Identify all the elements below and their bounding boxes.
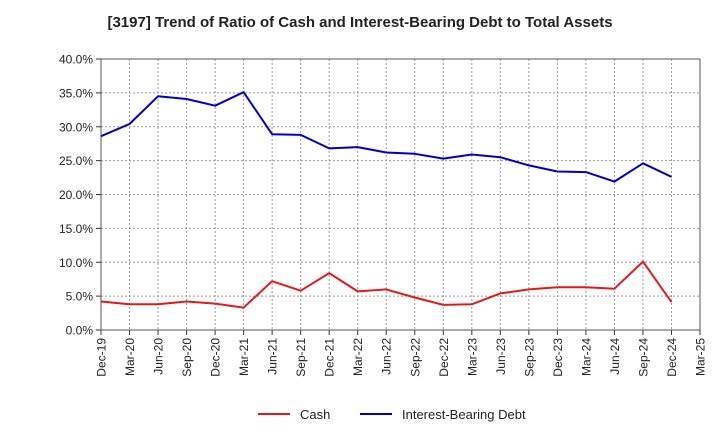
- x-tick-label: Jun-21: [266, 338, 280, 375]
- y-tick-label: 15.0%: [59, 222, 93, 236]
- x-tick-label: Dec-23: [551, 338, 565, 377]
- y-tick-label: 25.0%: [59, 154, 93, 168]
- legend-label-cash: Cash: [300, 407, 330, 422]
- x-tick-label: Mar-21: [237, 338, 251, 376]
- y-tick-label: 5.0%: [66, 290, 94, 304]
- x-tick-label: Mar-23: [465, 338, 479, 376]
- x-tick-label: Dec-22: [437, 338, 451, 377]
- x-tick-label: Dec-24: [665, 338, 679, 377]
- y-tick-label: 0.0%: [66, 324, 94, 338]
- x-tick-label: Dec-19: [95, 338, 109, 377]
- x-tick-label: Sep-23: [522, 338, 536, 377]
- series-line-cash: [100, 260, 673, 309]
- x-tick-label: Mar-22: [351, 338, 365, 376]
- y-tick-label: 35.0%: [59, 86, 93, 100]
- x-tick-label: Jun-22: [380, 338, 394, 375]
- series-line-interest-bearing-debt: [100, 91, 672, 183]
- plot-area: [101, 59, 700, 330]
- y-tick-label: 10.0%: [59, 256, 93, 270]
- x-tick-label: Jun-24: [608, 338, 622, 375]
- x-tick-label: Mar-20: [123, 338, 137, 376]
- x-tick-label: Sep-22: [408, 338, 422, 377]
- y-tick-label: 40.0%: [59, 53, 93, 67]
- chart-title: [3197] Trend of Ratio of Cash and Intere…: [107, 14, 613, 31]
- x-tick-label: Mar-24: [579, 338, 593, 376]
- legend-label-interest-bearing-debt: Interest-Bearing Debt: [402, 407, 526, 422]
- x-tick-label: Dec-20: [209, 338, 223, 377]
- x-tick-label: Jun-23: [494, 338, 508, 375]
- x-tick-label: Dec-21: [323, 338, 337, 377]
- y-tick-label: 30.0%: [59, 120, 93, 134]
- plot-frame: [100, 58, 701, 331]
- x-tick-label: Jun-20: [152, 338, 166, 375]
- x-tick-label: Sep-20: [180, 338, 194, 377]
- y-tick-label: 20.0%: [59, 188, 93, 202]
- x-tick-label: Sep-24: [636, 338, 650, 377]
- x-tick-label: Sep-21: [294, 338, 308, 377]
- x-tick-label: Mar-25: [694, 338, 708, 376]
